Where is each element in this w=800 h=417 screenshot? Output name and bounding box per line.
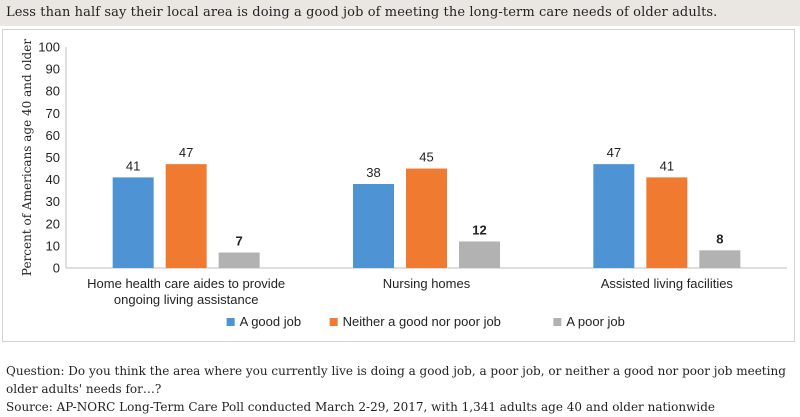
y-tick-label: 10: [46, 238, 60, 253]
y-tick-label: 50: [46, 150, 60, 165]
data-label: 41: [660, 158, 674, 173]
bar: [406, 168, 447, 268]
data-label: 38: [366, 165, 380, 180]
chart-footer: Question: Do you think the area where yo…: [6, 362, 794, 416]
bar: [218, 252, 260, 268]
y-tick-label: 80: [46, 84, 60, 99]
y-tick-label: 100: [38, 40, 60, 55]
bar: [165, 164, 207, 268]
legend-label: A poor job: [566, 314, 625, 329]
y-tick-label: 60: [46, 128, 60, 143]
legend-swatch: [553, 318, 562, 326]
y-tick-label: 30: [46, 194, 60, 209]
legend-label: A good job: [240, 314, 301, 329]
category-label: Assisted living facilities: [601, 276, 734, 291]
y-tick-label: 90: [46, 62, 60, 77]
category-label: ongoing living assistance: [114, 292, 259, 307]
bar: [353, 184, 394, 268]
chart-title: Less than half say their local area is d…: [6, 5, 718, 20]
data-label: 7: [236, 234, 243, 249]
bar: [459, 241, 500, 268]
data-label: 47: [179, 145, 193, 160]
data-label: 47: [607, 145, 621, 160]
title-banner: Less than half say their local area is d…: [0, 0, 800, 26]
question-note: Question: Do you think the area where yo…: [6, 364, 786, 396]
y-tick-label: 70: [46, 106, 60, 121]
data-label: 41: [126, 158, 140, 173]
bar: [699, 250, 741, 268]
data-label: 12: [472, 222, 486, 237]
source-note: Source: AP-NORC Long-Term Care Poll cond…: [6, 400, 715, 414]
legend-swatch: [329, 318, 338, 326]
data-label: 8: [716, 231, 723, 246]
y-tick-label: 0: [53, 261, 60, 276]
bar: [593, 164, 635, 268]
legend-label: Neither a good nor poor job: [343, 314, 501, 329]
bar: [112, 177, 154, 268]
category-label: Nursing homes: [383, 276, 471, 291]
legend-swatch: [226, 318, 235, 326]
bar: [646, 177, 688, 268]
category-label: Home health care aides to provide: [87, 276, 285, 291]
y-axis-title: Percent of Americans age 40 and older: [20, 39, 34, 276]
y-tick-label: 20: [46, 216, 60, 231]
data-label: 45: [419, 150, 433, 165]
y-tick-label: 40: [46, 172, 60, 187]
